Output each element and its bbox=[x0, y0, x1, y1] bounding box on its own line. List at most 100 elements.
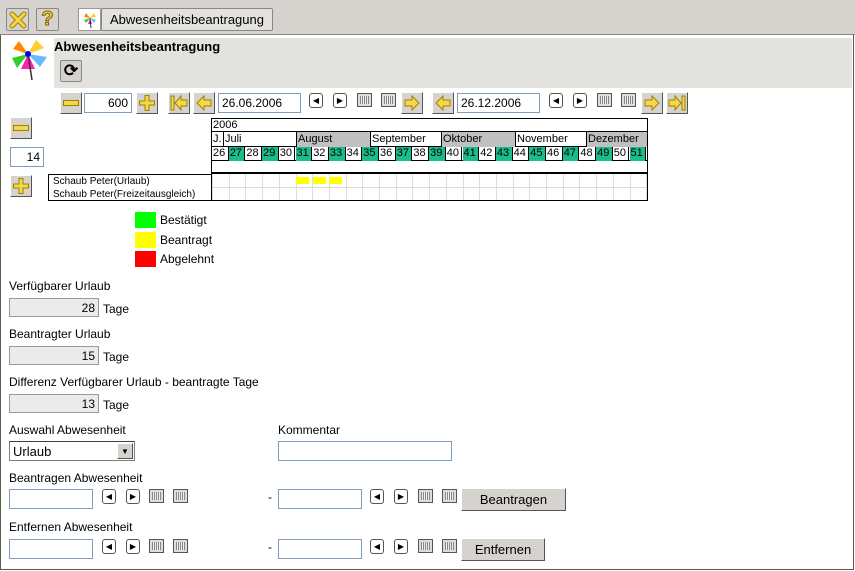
help-button[interactable]: ? bbox=[36, 8, 59, 31]
remove-to-calendar-icon[interactable] bbox=[418, 539, 433, 553]
request-from-forward-button[interactable]: ▶ bbox=[126, 489, 140, 504]
zoom-in-button[interactable] bbox=[136, 92, 158, 114]
month-label: Dezember bbox=[587, 132, 647, 147]
tab-abwesenheitsbeantragung[interactable]: Abwesenheitsbeantragung bbox=[101, 8, 273, 31]
question-icon: ? bbox=[41, 8, 54, 31]
prev-end-button[interactable] bbox=[432, 92, 454, 114]
request-from-calendar-icon[interactable] bbox=[149, 489, 164, 503]
week-label: 35 bbox=[362, 147, 379, 161]
remove-from-calendar-month-icon[interactable] bbox=[173, 539, 188, 553]
request-button-label: Beantragen bbox=[479, 492, 548, 507]
week-label: 45 bbox=[529, 147, 546, 161]
request-to-back-button[interactable]: ◀ bbox=[370, 489, 384, 504]
type-select[interactable]: Urlaub ▼ bbox=[9, 441, 135, 461]
remove-to-input[interactable] bbox=[278, 539, 362, 559]
end-date-input[interactable]: 26.12.2006 bbox=[457, 93, 540, 113]
remove-to-back-button[interactable]: ◀ bbox=[370, 539, 384, 554]
triangle-right-icon: ▶ bbox=[129, 492, 137, 501]
request-to-calendar-icon[interactable] bbox=[418, 489, 433, 503]
next-start-button[interactable] bbox=[401, 92, 423, 114]
legend-swatch bbox=[135, 231, 156, 248]
gantt-row bbox=[212, 174, 647, 188]
week-label: 37 bbox=[395, 147, 413, 161]
request-to-input[interactable] bbox=[278, 489, 362, 509]
request-from-calendar-month-icon[interactable] bbox=[173, 489, 188, 503]
remove-to-forward-button[interactable]: ▶ bbox=[394, 539, 408, 554]
end-day-back-button[interactable]: ◀ bbox=[549, 93, 563, 108]
zoom-out-button[interactable] bbox=[60, 92, 82, 114]
rows-decrease-button[interactable] bbox=[10, 117, 32, 139]
remove-from-input[interactable] bbox=[9, 539, 93, 559]
week-label: 40 bbox=[446, 147, 463, 161]
top-toolbar: ? Abwesenheitsbeantragung bbox=[0, 0, 855, 35]
legend-swatch bbox=[135, 212, 156, 228]
absence-bar-requested[interactable] bbox=[296, 177, 309, 184]
absence-gantt-chart: 2006 J. Juli August September Oktober Novembe… bbox=[211, 118, 648, 201]
difference-label: Differenz Verfügbarer Urlaub - beantragt… bbox=[9, 375, 259, 389]
request-button[interactable]: Beantragen bbox=[461, 488, 566, 511]
remove-button[interactable]: Entfernen bbox=[461, 538, 545, 561]
triangle-right-icon: ▶ bbox=[336, 96, 344, 105]
rows-increase-button[interactable] bbox=[10, 175, 32, 197]
start-day-back-button[interactable]: ◀ bbox=[309, 93, 323, 108]
remove-from-forward-button[interactable]: ▶ bbox=[126, 539, 140, 554]
minus-icon bbox=[63, 100, 79, 106]
zoom-value: 600 bbox=[107, 96, 128, 110]
triangle-right-icon: ▶ bbox=[397, 492, 405, 501]
request-from-back-button[interactable]: ◀ bbox=[102, 489, 116, 504]
week-label: 32 bbox=[312, 147, 329, 161]
week-label: 34 bbox=[346, 147, 363, 161]
week-label: 50 bbox=[613, 147, 630, 161]
week-label: 49 bbox=[596, 147, 613, 161]
arrow-right-icon bbox=[644, 95, 660, 111]
first-icon bbox=[170, 95, 188, 111]
end-calendar-icon[interactable] bbox=[597, 93, 612, 107]
end-calendar-month-icon[interactable] bbox=[621, 93, 636, 107]
week-label: 47 bbox=[562, 147, 580, 161]
week-label: 44 bbox=[513, 147, 530, 161]
refresh-button[interactable]: ⟳ bbox=[60, 60, 82, 82]
chevron-down-icon[interactable]: ▼ bbox=[117, 443, 133, 459]
end-date-value: 26.12.2006 bbox=[461, 96, 522, 110]
comment-input[interactable] bbox=[278, 441, 452, 461]
row-label: Schaub Peter(Freizeitausgleich) bbox=[53, 189, 196, 200]
end-day-forward-button[interactable]: ▶ bbox=[573, 93, 587, 108]
start-calendar-month-icon[interactable] bbox=[381, 93, 396, 107]
last-button[interactable] bbox=[666, 92, 688, 114]
remove-from-back-button[interactable]: ◀ bbox=[102, 539, 116, 554]
request-to-calendar-month-icon[interactable] bbox=[442, 489, 457, 503]
absence-bar-requested[interactable] bbox=[312, 177, 326, 184]
requested-unit: Tage bbox=[103, 350, 130, 364]
week-label: 28 bbox=[245, 147, 263, 161]
request-from-input[interactable] bbox=[9, 489, 93, 509]
prev-start-button[interactable] bbox=[193, 92, 215, 114]
week-label: 41 bbox=[462, 147, 480, 161]
pinwheel-logo bbox=[12, 40, 47, 80]
remove-from-calendar-icon[interactable] bbox=[149, 539, 164, 553]
request-to-forward-button[interactable]: ▶ bbox=[394, 489, 408, 504]
start-date-input[interactable]: 26.06.2006 bbox=[218, 93, 301, 113]
triangle-left-icon: ◀ bbox=[105, 492, 113, 501]
last-icon bbox=[668, 95, 686, 111]
start-day-forward-button[interactable]: ▶ bbox=[333, 93, 347, 108]
week-label: 31 bbox=[295, 147, 313, 161]
next-end-button[interactable] bbox=[641, 92, 663, 114]
close-button[interactable] bbox=[6, 8, 29, 31]
rows-input[interactable]: 14 bbox=[10, 147, 44, 167]
week-label: 39 bbox=[429, 147, 446, 161]
month-label: September bbox=[371, 132, 442, 147]
month-label: Oktober bbox=[442, 132, 516, 147]
tab-app-icon[interactable] bbox=[78, 8, 101, 31]
remove-to-calendar-month-icon[interactable] bbox=[442, 539, 457, 553]
zoom-input[interactable]: 600 bbox=[84, 93, 132, 113]
triangle-left-icon: ◀ bbox=[552, 96, 560, 105]
refresh-icon: ⟳ bbox=[63, 61, 79, 80]
difference-field: 13 bbox=[9, 394, 99, 413]
legend-label: Abgelehnt bbox=[160, 252, 215, 266]
first-button[interactable] bbox=[168, 92, 190, 114]
start-calendar-icon[interactable] bbox=[357, 93, 372, 107]
absence-bar-requested[interactable] bbox=[329, 177, 343, 184]
week-label: 46 bbox=[546, 147, 563, 161]
gantt-row bbox=[212, 188, 647, 200]
week-label: 26 bbox=[212, 147, 229, 161]
